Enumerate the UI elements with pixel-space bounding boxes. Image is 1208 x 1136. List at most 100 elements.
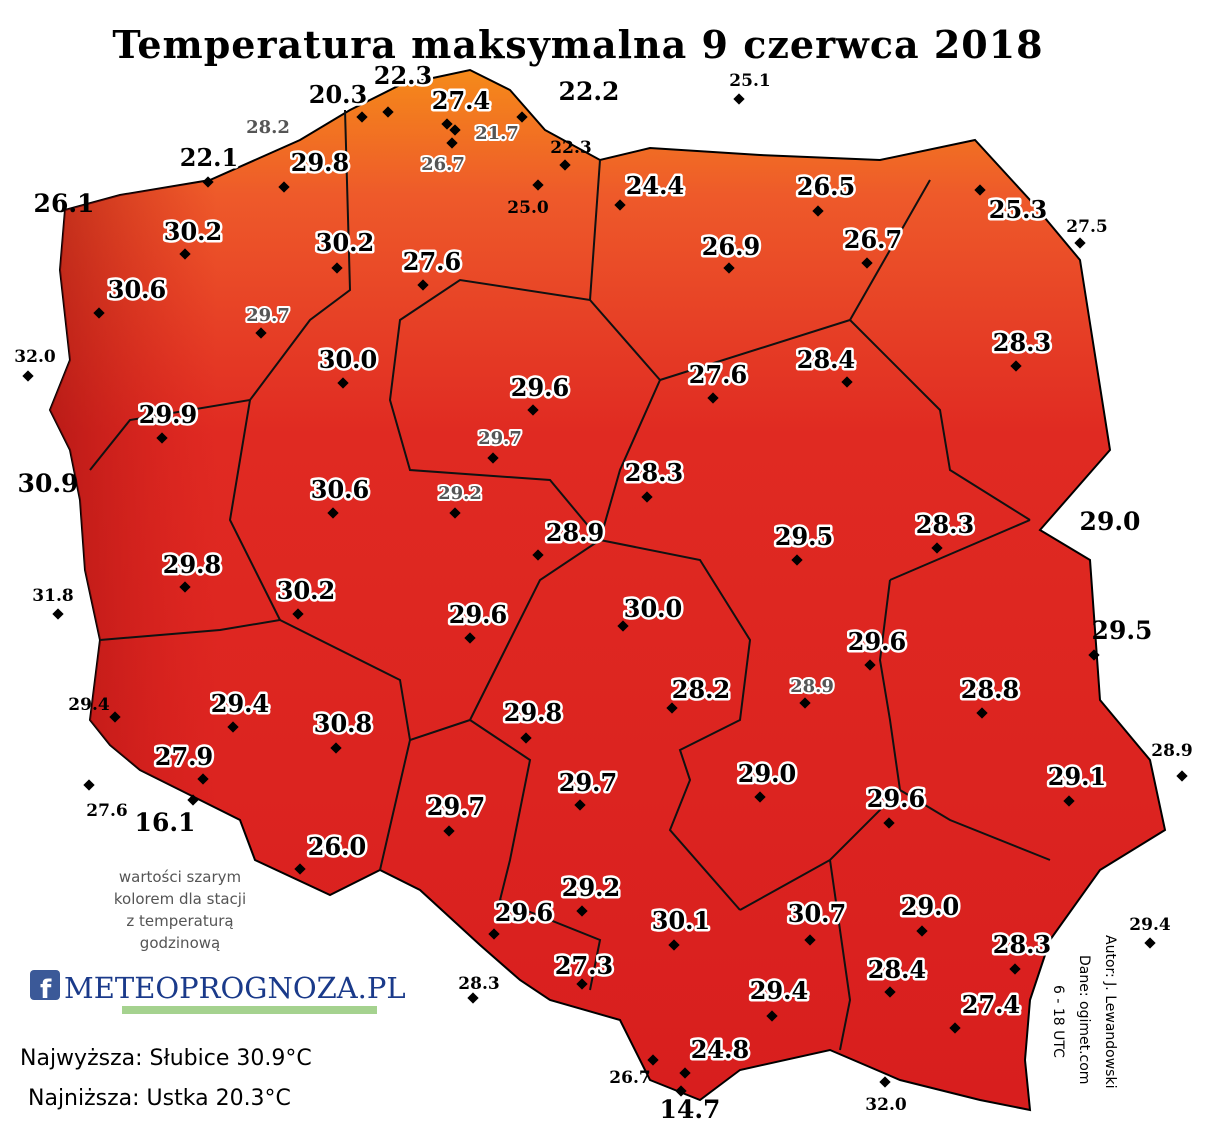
station-marker: [337, 377, 349, 389]
station-value: 30.2: [277, 576, 335, 605]
credit-line: 6 - 18 UTC: [1050, 985, 1066, 1058]
station-marker: [294, 863, 306, 875]
station-value: 22.3: [374, 61, 432, 90]
station-marker: [532, 179, 544, 191]
station-value: 29.0: [1080, 507, 1141, 536]
station-value: 29.7: [559, 768, 617, 797]
station-value: 29.4: [211, 689, 269, 718]
station-value: 29.8: [163, 550, 221, 579]
station-value: 22.1: [180, 143, 238, 172]
station-value: 28.9: [546, 518, 604, 547]
station-value: 30.7: [788, 899, 846, 928]
station-value: 25.1: [729, 71, 770, 91]
station-value: 28.3: [625, 458, 683, 487]
station-value: 28.3: [993, 328, 1051, 357]
station-value: 26.0: [308, 832, 366, 861]
title: Temperatura maksymalna 9 czerwca 2018: [112, 22, 1043, 67]
svg-text:f: f: [40, 975, 52, 1005]
station-value: 28.8: [961, 675, 1019, 704]
station-marker: [464, 632, 476, 644]
station-value: 29.9: [139, 400, 197, 429]
station-marker: [804, 934, 816, 946]
station-marker: [1144, 937, 1156, 949]
station-value: 27.9: [155, 742, 213, 771]
station-marker: [614, 199, 626, 211]
station-marker: [884, 986, 896, 998]
station-value: 29.8: [504, 698, 562, 727]
station-value: 30.0: [624, 594, 682, 623]
station-value: 29.5: [775, 522, 833, 551]
station-value: 31.8: [32, 586, 73, 606]
station-marker: [1088, 649, 1100, 661]
station-value: 29.7: [478, 428, 522, 449]
stations: 20.322.327.421.726.722.222.325.128.229.8…: [14, 59, 1192, 1125]
station-value: 26.7: [609, 1068, 650, 1088]
station-value: 27.3: [555, 951, 613, 980]
station-value: 28.3: [458, 974, 499, 994]
station-value: 28.2: [672, 675, 730, 704]
station-value: 29.7: [427, 792, 485, 821]
station-value: 27.5: [1066, 217, 1107, 237]
station-value: 24.8: [691, 1035, 749, 1064]
station-marker: [841, 376, 853, 388]
station-value: 29.4: [68, 695, 110, 715]
station-marker: [974, 184, 986, 196]
station-marker: [976, 707, 988, 719]
station-marker: [443, 825, 455, 837]
station-value: 30.6: [311, 475, 369, 504]
station-marker: [527, 404, 539, 416]
note-line: kolorem dla stacji: [114, 890, 246, 908]
station-marker: [679, 1067, 691, 1079]
station-value: 32.0: [14, 347, 56, 367]
station-value: 28.9: [790, 676, 834, 697]
station-value: 29.4: [1129, 915, 1171, 935]
station-marker: [179, 581, 191, 593]
station-marker: [1063, 795, 1075, 807]
station-marker: [666, 702, 678, 714]
station-marker: [197, 773, 209, 785]
summary-line: Najwyższa: Słubice 30.9°C: [20, 1046, 312, 1071]
station-value: 30.2: [316, 228, 374, 257]
station-value: 26.7: [421, 154, 465, 175]
station-marker: [22, 370, 34, 382]
station-marker: [574, 799, 586, 811]
station-marker: [449, 507, 461, 519]
station-marker: [292, 608, 304, 620]
station-marker: [791, 554, 803, 566]
station-marker: [1010, 360, 1022, 372]
station-marker: [187, 794, 199, 806]
note-line: z temperaturą: [126, 912, 233, 930]
station-marker: [179, 248, 191, 260]
station-marker: [723, 262, 735, 274]
station-value: 26.7: [844, 225, 902, 254]
station-value: 30.8: [314, 709, 372, 738]
station-marker: [707, 392, 719, 404]
station-marker: [156, 432, 168, 444]
logo-text: METEOPROGNOZA.PL: [64, 971, 406, 1005]
station-marker: [931, 542, 943, 554]
station-value: 30.2: [164, 217, 222, 246]
station-value: 29.4: [750, 976, 808, 1005]
station-value: 30.1: [652, 906, 710, 935]
station-value: 26.9: [702, 232, 760, 261]
station-marker: [487, 452, 499, 464]
note-line: wartości szarym: [119, 868, 241, 886]
station-value: 29.5: [1092, 616, 1153, 645]
station-value: 25.3: [989, 195, 1047, 224]
station-value: 30.9: [18, 469, 79, 498]
station-marker: [1009, 963, 1021, 975]
station-marker: [227, 721, 239, 733]
note-line: godzinową: [140, 934, 220, 952]
station-value: 32.0: [865, 1095, 907, 1115]
station-marker: [617, 620, 629, 632]
station-value: 14.7: [660, 1095, 721, 1124]
station-value: 28.2: [246, 117, 290, 138]
station-marker: [883, 817, 895, 829]
station-value: 28.3: [916, 510, 974, 539]
station-marker: [417, 279, 429, 291]
station-marker: [488, 928, 500, 940]
credit-line: Dane: ogimet.com: [1076, 955, 1092, 1084]
station-marker: [202, 176, 214, 188]
station-marker: [1074, 237, 1086, 249]
